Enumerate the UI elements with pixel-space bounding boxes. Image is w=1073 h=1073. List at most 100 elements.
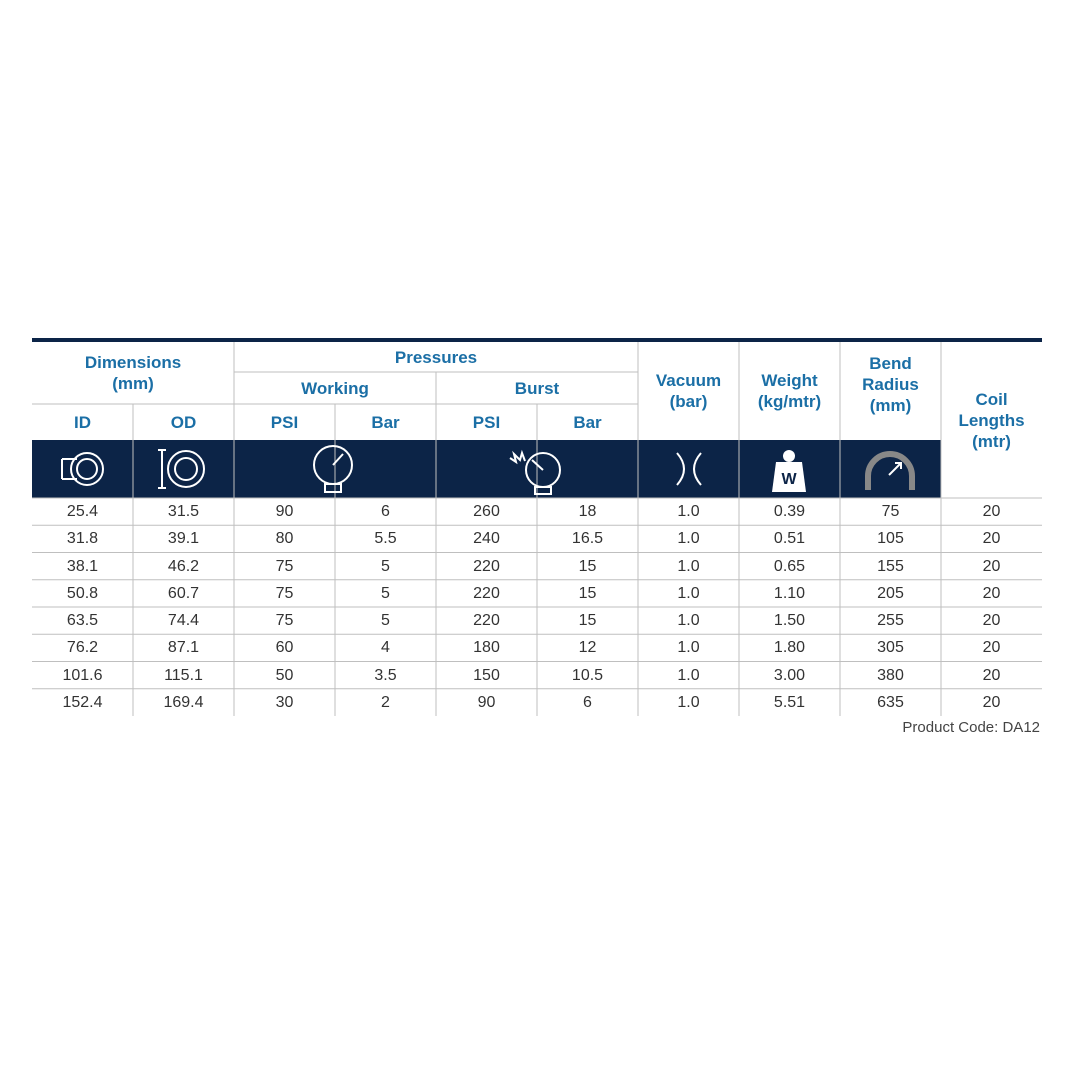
product-code: Product Code: DA12: [902, 719, 1040, 736]
table-cell: 90: [275, 503, 294, 521]
coil-lengths-header: Coil Lengths (mtr): [941, 342, 1042, 498]
table-cell: 75: [275, 557, 294, 575]
table-cell: 1.0: [677, 693, 700, 711]
table-cell: 87.1: [167, 639, 200, 657]
table-cell: 50.8: [66, 584, 99, 602]
table-cell: 1.0: [677, 612, 700, 630]
table-cell: 20: [982, 503, 1001, 521]
table-cell: 1.50: [773, 612, 806, 630]
table-cell: 1.80: [773, 639, 806, 657]
grid-lines: [32, 342, 942, 716]
table-cell: 101.6: [62, 666, 103, 684]
bend-radius-header: Bend Radius (mm): [840, 342, 941, 426]
dimensions-header: Dimensions (mm): [32, 342, 234, 404]
table-cell: 3.00: [773, 666, 806, 684]
column-header: PSI: [472, 412, 501, 432]
column-header: Bar: [371, 412, 400, 432]
table-cell: 115.1: [164, 666, 203, 684]
header-line: Weight: [761, 371, 818, 390]
table-cell: 380: [877, 666, 904, 684]
table-cell: 20: [982, 666, 1001, 684]
table-cell: 1.0: [677, 584, 700, 602]
header-line: (kg/mtr): [757, 392, 822, 411]
top-rule: [32, 338, 1042, 342]
column-header: PSI: [270, 412, 299, 432]
table-cell: 5.51: [773, 693, 806, 711]
header-line: Dimensions: [84, 353, 182, 372]
table-cell: 260: [473, 503, 500, 521]
table-cell: 0.51: [773, 530, 806, 548]
table-cell: 240: [473, 530, 500, 548]
vacuum-header: Vacuum (bar): [638, 342, 739, 440]
icons: [61, 445, 915, 495]
table-cell: 220: [473, 557, 500, 575]
table-cell: 255: [877, 612, 904, 630]
table-cell: 105: [877, 530, 904, 548]
table-cell: 3.5: [374, 666, 397, 684]
table-cell: 30: [275, 693, 294, 711]
table-cell: 15: [578, 584, 597, 602]
weight-header: Weight (kg/mtr): [739, 342, 840, 440]
table-cell: 5: [381, 612, 390, 630]
header-line: (mm): [869, 395, 912, 415]
table-cell: 38.1: [66, 557, 99, 575]
table-cell: 5.5: [374, 530, 397, 548]
svg-text:W: W: [781, 471, 797, 488]
table-cell: 18: [578, 503, 597, 521]
weight-icon: W: [772, 450, 806, 492]
working-header: Working: [301, 378, 369, 398]
header-line: Radius: [862, 374, 919, 394]
table-cell: 80: [275, 530, 294, 548]
table-cell: 15: [578, 612, 597, 630]
header-line: Vacuum: [655, 371, 722, 390]
table-cell: 220: [473, 612, 500, 630]
column-header: OD: [170, 412, 197, 432]
table-cell: 60: [275, 639, 294, 657]
table-cell: 5: [381, 584, 390, 602]
table-cell: 155: [877, 557, 904, 575]
table-cell: 10.5: [571, 666, 604, 684]
header-line: (bar): [669, 392, 708, 411]
table-cell: 1.0: [677, 557, 700, 575]
table-cell: 63.5: [66, 612, 99, 630]
column-header: ID: [74, 412, 91, 432]
table-cell: 75: [275, 612, 294, 630]
table-cell: 74.4: [167, 612, 200, 630]
table-cell: 90: [477, 693, 496, 711]
table-cell: 150: [473, 666, 500, 684]
table-cell: 205: [877, 584, 904, 602]
table-cell: 180: [473, 639, 500, 657]
table-cell: 46.2: [167, 557, 200, 575]
table-cell: 39.1: [167, 530, 200, 548]
table-cell: 75: [275, 584, 294, 602]
table-cell: 1.10: [773, 584, 806, 602]
header-line: Bend: [869, 353, 912, 373]
table-cell: 2: [381, 693, 390, 711]
table-cell: 305: [877, 639, 904, 657]
header-line: (mm): [112, 374, 154, 393]
pressures-header: Pressures: [394, 347, 478, 367]
table-cell: 20: [982, 639, 1001, 657]
table-cell: 20: [982, 612, 1001, 630]
column-header: Bar: [573, 412, 602, 432]
header-line: Lengths: [958, 410, 1025, 430]
table-cell: 20: [982, 693, 1001, 711]
table-cell: 1.0: [677, 666, 700, 684]
table-cell: 152.4: [62, 693, 103, 711]
table-cell: 60.7: [167, 584, 200, 602]
table-cell: 0.39: [773, 503, 806, 521]
table-cell: 6: [381, 503, 390, 521]
table-cell: 16.5: [571, 530, 604, 548]
table-cell: 220: [473, 584, 500, 602]
table-cell: 635: [877, 693, 904, 711]
burst-header: Burst: [514, 378, 560, 398]
table-cell: 75: [881, 503, 900, 521]
header-line: (mtr): [972, 431, 1011, 451]
table-cell: 1.0: [677, 503, 700, 521]
table-cell: 0.65: [773, 557, 806, 575]
table-cell: 1.0: [677, 530, 700, 548]
table-cell: 6: [583, 693, 592, 711]
table-cell: 50: [275, 666, 294, 684]
